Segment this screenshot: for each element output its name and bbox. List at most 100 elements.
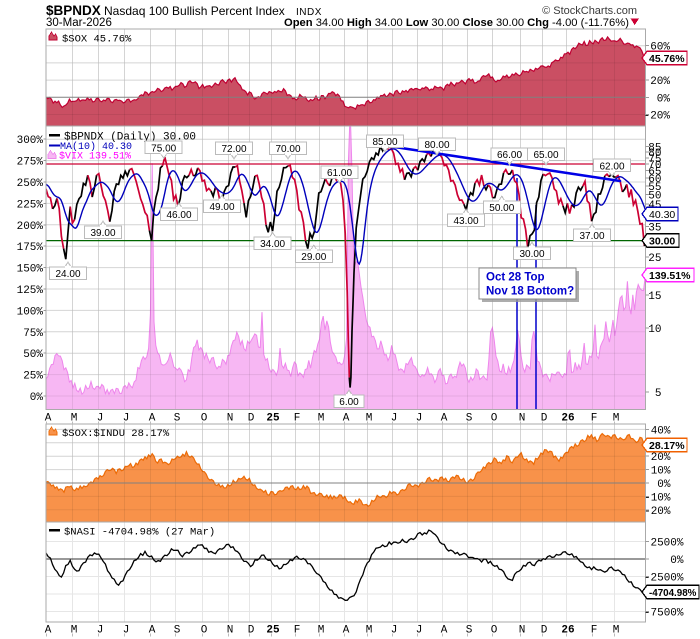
svg-text:125%: 125% xyxy=(17,285,44,297)
svg-text:-20%: -20% xyxy=(644,506,671,518)
svg-text:39.00: 39.00 xyxy=(90,228,115,239)
svg-text:$SOX:$INDU 28.17%: $SOX:$INDU 28.17% xyxy=(62,428,170,440)
svg-text:-20%: -20% xyxy=(644,111,671,123)
svg-text:25: 25 xyxy=(266,625,280,637)
svg-text:D: D xyxy=(541,413,548,425)
svg-text:66.00: 66.00 xyxy=(497,150,522,161)
svg-text:M: M xyxy=(613,413,620,425)
svg-text:70: 70 xyxy=(648,160,661,172)
svg-text:75%: 75% xyxy=(23,328,43,340)
svg-text:F: F xyxy=(591,413,598,425)
svg-text:S: S xyxy=(466,413,473,425)
svg-text:D: D xyxy=(541,625,548,637)
svg-text:Nasdaq 100 Bullish Percent Ind: Nasdaq 100 Bullish Percent Index xyxy=(104,4,285,18)
svg-text:100%: 100% xyxy=(17,306,44,318)
svg-text:35: 35 xyxy=(648,223,661,235)
svg-text:150%: 150% xyxy=(17,264,44,276)
svg-text:Oct 28 Top: Oct 28 Top xyxy=(486,272,545,284)
svg-text:80.00: 80.00 xyxy=(424,140,449,151)
svg-text:F: F xyxy=(294,625,301,637)
svg-text:J: J xyxy=(416,625,423,637)
svg-text:25: 25 xyxy=(648,253,661,265)
svg-text:85.00: 85.00 xyxy=(372,137,397,148)
svg-text:A: A xyxy=(45,625,52,637)
svg-text:-2500%: -2500% xyxy=(644,573,684,585)
svg-text:0%: 0% xyxy=(657,93,671,105)
svg-text:30.00: 30.00 xyxy=(519,249,544,260)
svg-text:D: D xyxy=(248,625,255,637)
svg-text:O: O xyxy=(201,413,208,425)
svg-text:M: M xyxy=(366,625,373,637)
svg-text:0%: 0% xyxy=(657,479,671,491)
svg-text:J: J xyxy=(123,413,130,425)
svg-text:J: J xyxy=(391,413,398,425)
svg-text:30-Mar-2026: 30-Mar-2026 xyxy=(46,17,112,29)
svg-text:43.00: 43.00 xyxy=(453,216,478,227)
svg-text:$VIX 139.51%: $VIX 139.51% xyxy=(59,151,131,163)
svg-text:0%: 0% xyxy=(30,392,44,404)
svg-text:M: M xyxy=(613,625,620,637)
svg-text:26: 26 xyxy=(561,625,574,637)
svg-text:S: S xyxy=(174,625,181,637)
svg-text:175%: 175% xyxy=(17,242,44,254)
svg-text:A: A xyxy=(343,413,350,425)
svg-text:N: N xyxy=(519,625,526,637)
svg-text:50%: 50% xyxy=(23,349,43,361)
svg-text:J: J xyxy=(97,625,104,637)
svg-text:M: M xyxy=(71,413,78,425)
svg-text:26: 26 xyxy=(561,413,574,425)
svg-text:80: 80 xyxy=(648,148,661,160)
svg-text:N: N xyxy=(227,413,234,425)
svg-text:N: N xyxy=(519,413,526,425)
svg-text:D: D xyxy=(248,413,255,425)
svg-text:29.00: 29.00 xyxy=(301,252,326,263)
svg-text:139.51%: 139.51% xyxy=(649,270,691,282)
svg-text:25: 25 xyxy=(266,413,280,425)
svg-text:200%: 200% xyxy=(17,221,44,233)
svg-text:60: 60 xyxy=(648,174,661,186)
svg-text:225%: 225% xyxy=(17,199,44,211)
svg-text:50.00: 50.00 xyxy=(489,203,514,214)
svg-text:24.00: 24.00 xyxy=(55,269,80,280)
svg-text:20%: 20% xyxy=(651,452,671,464)
svg-text:O: O xyxy=(491,625,498,637)
svg-text:F: F xyxy=(591,625,598,637)
svg-text:O: O xyxy=(201,625,208,637)
svg-text:M: M xyxy=(318,625,325,637)
svg-text:275%: 275% xyxy=(17,157,44,169)
svg-text:40%: 40% xyxy=(651,425,671,437)
svg-text:46.00: 46.00 xyxy=(166,210,191,221)
svg-text:F: F xyxy=(294,413,301,425)
svg-text:A: A xyxy=(441,625,448,637)
svg-text:$SOX 45.76%: $SOX 45.76% xyxy=(62,34,132,46)
svg-text:$NASI -4704.98% (27 Mar): $NASI -4704.98% (27 Mar) xyxy=(64,527,215,539)
svg-text:62.00: 62.00 xyxy=(599,161,624,172)
svg-text:M: M xyxy=(366,413,373,425)
svg-text:© StockCharts.com: © StockCharts.com xyxy=(542,5,637,17)
svg-text:30.00: 30.00 xyxy=(649,236,675,248)
svg-text:-10%: -10% xyxy=(644,492,671,504)
svg-text:J: J xyxy=(391,625,398,637)
svg-text:6.00: 6.00 xyxy=(339,397,359,408)
svg-text:M: M xyxy=(71,625,78,637)
svg-text:$BPNDX: $BPNDX xyxy=(46,3,101,18)
svg-text:65: 65 xyxy=(648,167,661,179)
svg-text:A: A xyxy=(149,625,156,637)
svg-text:S: S xyxy=(174,413,181,425)
svg-text:40.30: 40.30 xyxy=(649,209,675,221)
svg-text:61.00: 61.00 xyxy=(327,168,352,179)
svg-text:75.00: 75.00 xyxy=(151,143,176,154)
svg-text:50: 50 xyxy=(648,190,661,202)
svg-text:37.00: 37.00 xyxy=(579,231,604,242)
svg-text:55: 55 xyxy=(648,182,661,194)
svg-text:0%: 0% xyxy=(670,555,684,567)
svg-text:5: 5 xyxy=(655,388,662,400)
svg-text:A: A xyxy=(343,625,350,637)
svg-text:10: 10 xyxy=(648,324,661,336)
svg-text:A: A xyxy=(441,413,448,425)
svg-text:Open 34.00 High 34.00 Low 30.0: Open 34.00 High 34.00 Low 30.00 Close 30… xyxy=(284,17,629,29)
svg-text:J: J xyxy=(123,625,130,637)
svg-text:N: N xyxy=(227,625,234,637)
svg-text:-4704.98%: -4704.98% xyxy=(649,588,697,599)
svg-text:A: A xyxy=(149,413,156,425)
